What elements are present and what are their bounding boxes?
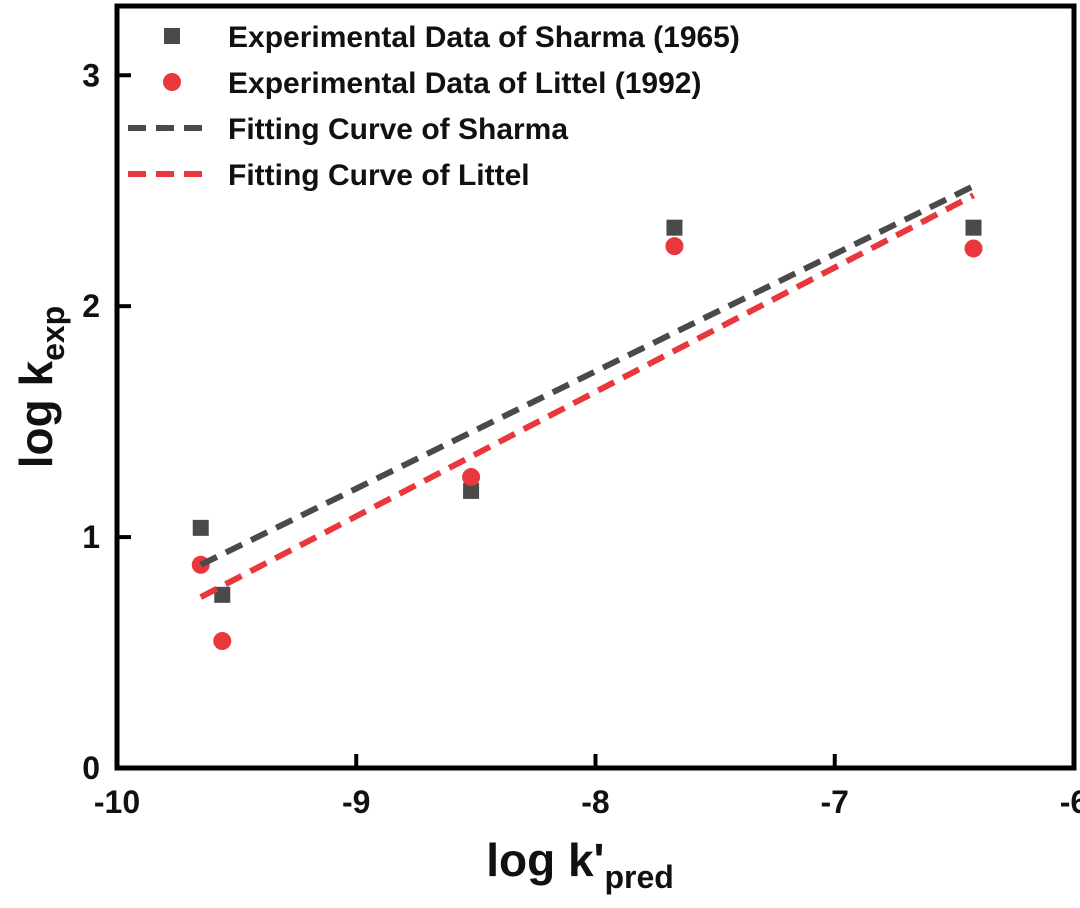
x-tick-label: -8 [581, 784, 609, 820]
y-axis-title-main: log k [10, 360, 62, 468]
y-tick-label: 0 [82, 750, 100, 786]
x-tick-label: -7 [821, 784, 849, 820]
experimental-data-of-littel-1992-point-2 [213, 632, 232, 650]
legend-swatch-experimental-data-of-sharma-1965 [164, 28, 180, 44]
fitting-curve-of-sharma-line [199, 183, 975, 568]
experimental-data-of-littel-1992-point-5 [964, 239, 983, 258]
experimental-data-of-sharma-1965-point-1 [192, 519, 209, 536]
fitting-curve-of-littel-line [199, 192, 975, 600]
experimental-data-of-littel-1992-point-3 [462, 468, 481, 487]
x-axis-title-main: log k' [486, 834, 604, 886]
x-tick-label: -9 [342, 784, 370, 820]
legend-label-experimental-data-of-littel-1992: Experimental Data of Littel (1992) [228, 67, 701, 100]
experimental-data-of-sharma-1965-point-4 [666, 219, 683, 236]
y-tick-label: 1 [82, 519, 100, 555]
experimental-data-of-sharma-1965-point-5 [965, 219, 982, 236]
experimental-data-of-littel-1992-point-4 [665, 237, 684, 256]
axis-ticks: -10 -9 -8 -7 -6 0 1 2 3 [82, 57, 1080, 820]
series-layer [191, 183, 983, 650]
x-tick-label: -6 [1060, 784, 1080, 820]
x-axis-title: log k'pred [486, 834, 674, 895]
legend-label-experimental-data-of-sharma-1965: Experimental Data of Sharma (1965) [228, 21, 740, 54]
y-tick-label: 2 [82, 288, 100, 324]
y-tick-label: 3 [82, 57, 100, 93]
experimental-data-of-sharma-1965-point-2 [214, 586, 231, 603]
legend-label-fitting-curve-of-sharma: Fitting Curve of Sharma [228, 113, 568, 146]
y-axis-title-sub: exp [35, 306, 71, 361]
legend-swatch-experimental-data-of-littel-1992 [163, 73, 181, 91]
legend-label-fitting-curve-of-littel: Fitting Curve of Littel [228, 159, 530, 192]
y-axis-title: log kexp [10, 306, 71, 468]
x-axis-title-sub: pred [604, 859, 673, 895]
experimental-data-of-sharma-1965-point-3 [463, 482, 480, 499]
legend: Experimental Data of Sharma (1965) Experi… [128, 21, 740, 192]
x-tick-label: -10 [94, 784, 140, 820]
